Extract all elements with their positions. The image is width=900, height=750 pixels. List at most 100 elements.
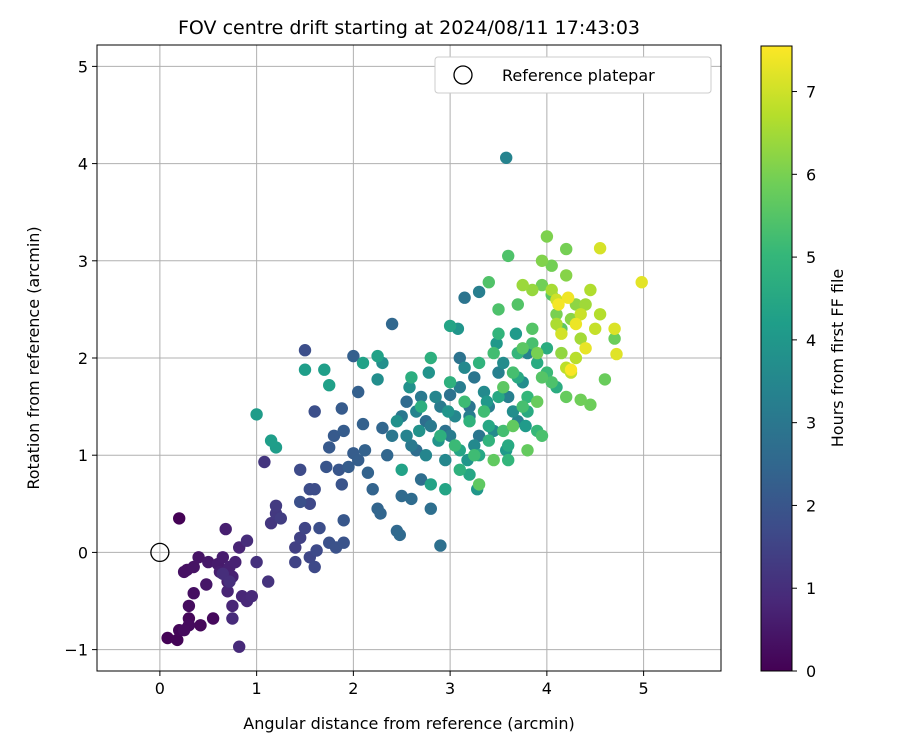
data-point <box>608 332 621 345</box>
data-point <box>584 283 597 297</box>
data-point <box>487 453 500 467</box>
data-point <box>497 424 510 438</box>
data-point <box>531 395 544 408</box>
data-point <box>226 612 239 625</box>
data-point <box>463 415 476 428</box>
data-point <box>194 619 207 632</box>
data-point <box>531 356 544 370</box>
data-point <box>371 349 384 363</box>
data-point <box>509 327 523 340</box>
data-point <box>458 361 471 374</box>
legend: Reference platepar <box>434 56 712 94</box>
data-point <box>555 346 568 360</box>
y-axis-label: Rotation from reference (arcmin) <box>24 226 43 489</box>
data-point <box>308 560 321 574</box>
data-point <box>560 390 573 404</box>
data-point <box>472 285 486 299</box>
data-point <box>161 631 174 645</box>
data-point <box>298 521 312 535</box>
data-point <box>453 463 466 476</box>
data-point <box>610 347 623 361</box>
data-point <box>192 551 205 564</box>
data-point <box>429 390 442 404</box>
data-point <box>458 395 471 408</box>
data-point <box>356 356 370 370</box>
data-point <box>497 356 510 370</box>
data-point <box>468 439 481 452</box>
data-point <box>506 366 520 379</box>
data-point <box>574 332 587 345</box>
data-point <box>240 534 254 547</box>
data-point <box>468 449 481 462</box>
data-point <box>463 468 476 481</box>
colorbar-label: Hours from first FF file <box>828 269 847 448</box>
data-point <box>608 322 621 335</box>
x-tick-label: 3 <box>445 679 455 698</box>
data-point <box>561 291 575 304</box>
data-point <box>226 599 239 613</box>
data-point <box>477 405 491 418</box>
data-point <box>482 434 495 447</box>
data-point <box>221 585 234 598</box>
data-point <box>540 342 554 355</box>
colorbar-tick-label: 5 <box>806 248 816 267</box>
data-point <box>490 337 503 350</box>
data-point <box>569 317 583 331</box>
reference-platepar-marker <box>150 542 170 563</box>
data-point <box>439 483 452 496</box>
data-point <box>531 346 544 360</box>
data-point <box>526 337 539 350</box>
data-point <box>442 405 455 418</box>
data-point <box>358 444 372 457</box>
data-point <box>395 463 408 476</box>
legend-box <box>434 56 712 94</box>
data-point <box>332 463 346 476</box>
x-tick-label: 5 <box>639 679 649 698</box>
data-point <box>258 455 271 469</box>
data-point <box>482 419 495 433</box>
data-point <box>589 322 602 335</box>
y-tick-label: 1 <box>78 446 88 465</box>
data-point <box>347 349 360 363</box>
data-point <box>424 351 437 365</box>
data-point <box>182 599 196 613</box>
data-point <box>535 371 549 384</box>
data-point <box>395 489 408 503</box>
data-point <box>535 254 549 267</box>
data-point <box>356 417 370 431</box>
data-point <box>540 230 554 243</box>
data-point <box>323 441 336 454</box>
data-point <box>335 478 348 491</box>
data-point <box>219 522 232 536</box>
legend-reference-marker <box>453 65 473 85</box>
data-point <box>264 517 278 530</box>
data-point <box>171 633 184 647</box>
data-point <box>327 429 341 442</box>
data-point <box>598 373 612 386</box>
data-point <box>500 151 513 164</box>
data-point <box>574 393 587 406</box>
data-points <box>161 151 648 653</box>
data-point <box>550 308 563 321</box>
data-point <box>472 429 486 442</box>
data-point <box>526 283 539 297</box>
data-point <box>516 278 529 292</box>
data-point <box>526 322 539 335</box>
x-axis-label: Angular distance from reference (arcmin) <box>243 714 574 733</box>
data-point <box>448 439 462 452</box>
data-point <box>439 453 452 467</box>
data-point <box>352 453 365 467</box>
y-axis-ticks: −1 0 1 2 3 4 5 <box>64 57 97 660</box>
data-point <box>376 421 389 435</box>
data-point <box>424 419 437 433</box>
data-point <box>262 575 275 588</box>
data-point <box>560 269 573 282</box>
data-point <box>574 308 587 321</box>
data-point <box>521 444 534 457</box>
data-point <box>434 539 447 552</box>
data-point <box>393 528 406 542</box>
data-point <box>545 283 558 297</box>
data-point <box>424 502 437 515</box>
data-point <box>443 376 457 389</box>
data-point <box>443 429 457 442</box>
